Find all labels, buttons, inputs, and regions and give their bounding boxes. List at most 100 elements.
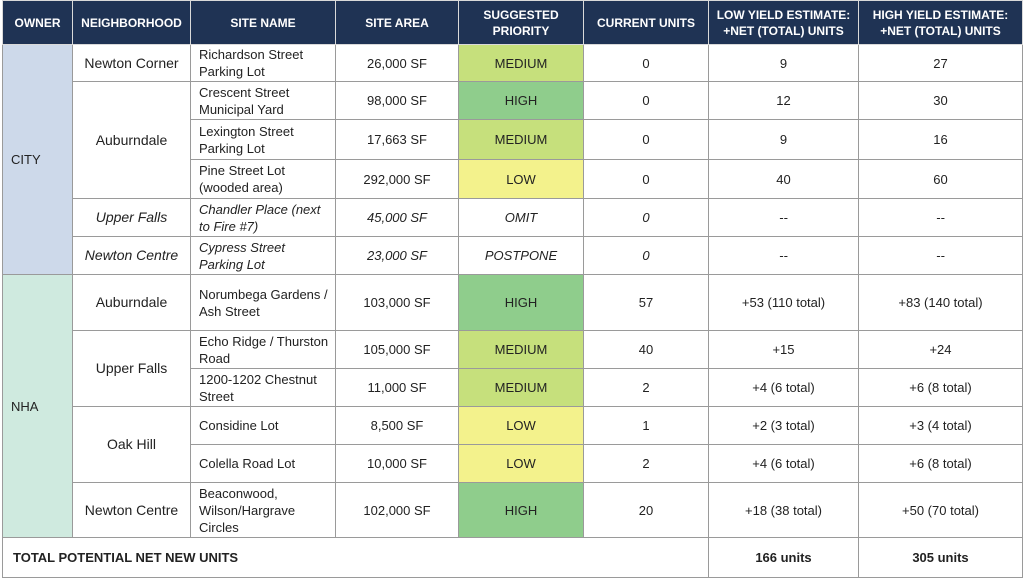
high-yield: +6 (8 total) [858,444,1023,483]
site-name: Echo Ridge / Thurston Road [190,330,336,369]
current-units: 2 [583,368,709,407]
high-yield: +6 (8 total) [858,368,1023,407]
neighborhood-cell: Upper Falls [72,330,191,407]
priority: HIGH [458,482,584,538]
column-header: SUGGESTED PRIORITY [458,0,584,45]
priority: OMIT [458,198,584,237]
site-name: Crescent Street Municipal Yard [190,81,336,120]
current-units: 57 [583,274,709,331]
table-row: Newton Centre Beaconwood, Wilson/Hargrave… [3,482,1023,538]
table-row: Upper Falls Echo Ridge / Thurston Road 105… [3,330,1023,407]
column-header: SITE AREA [335,0,459,45]
low-yield: +18 (38 total) [708,482,859,538]
low-yield: 40 [708,159,859,199]
owner-cell: NHA [2,274,73,538]
column-header: LOW YIELD ESTIMATE: +NET (TOTAL) UNITS [708,0,859,45]
current-units: 0 [583,81,709,120]
site-area: 10,000 SF [335,444,459,483]
low-yield: +4 (6 total) [708,444,859,483]
neighborhood-cell: Oak Hill [72,406,191,483]
current-units: 1 [583,406,709,445]
priority: MEDIUM [458,44,584,82]
high-yield: -- [858,236,1023,275]
site-name: Chandler Place (next to Fire #7) [190,198,336,237]
site-area: 17,663 SF [335,119,459,160]
site-name: Richardson Street Parking Lot [190,44,336,82]
neighborhood-cell: Newton Centre [72,482,191,538]
high-yield: +83 (140 total) [858,274,1023,331]
priority: LOW [458,406,584,445]
column-header: NEIGHBORHOOD [72,0,191,45]
high-yield: -- [858,198,1023,237]
table-row: Colella Road Lot 10,000 SF LOW 2 +4 (6 total… [3,444,1023,483]
site-name: Lexington Street Parking Lot [190,119,336,160]
table-row: CITY Newton Corner Richardson Street Parki… [2,44,1023,275]
site-name: Norumbega Gardens / Ash Street [190,274,336,331]
site-area: 98,000 SF [335,81,459,120]
header-row: OWNER NEIGHBORHOOD SITE NAME SITE AREA SUGGE… [2,0,1023,45]
low-yield: 9 [708,119,859,160]
column-header: CURRENT UNITS [583,0,709,45]
current-units: 0 [583,119,709,160]
high-yield: 27 [858,44,1023,82]
site-area: 105,000 SF [335,330,459,369]
table-row: Lexington Street Parking Lot 17,663 SF MED… [3,119,1023,160]
priority: POSTPONE [458,236,584,275]
current-units: 0 [583,236,709,275]
site-area: 26,000 SF [335,44,459,82]
total-label: TOTAL POTENTIAL NET NEW UNITS [2,537,709,578]
current-units: 0 [583,159,709,199]
neighborhood-cell: Auburndale [72,81,191,199]
high-yield: 16 [858,119,1023,160]
priority: LOW [458,444,584,483]
neighborhood-cell: Auburndale [72,274,191,331]
neighborhood-cell: Upper Falls [72,198,191,237]
current-units: 0 [583,198,709,237]
total-low: 166 units [708,537,859,578]
table-row: NHA Auburndale Norumbega Gardens / Ash Str… [2,274,1023,538]
site-area: 11,000 SF [335,368,459,407]
low-yield: -- [708,236,859,275]
site-name: Cypress Street Parking Lot [190,236,336,275]
current-units: 20 [583,482,709,538]
table-row: Newton Centre Cypress Street Parking Lot 2… [3,236,1023,275]
site-name: 1200-1202 Chestnut Street [190,368,336,407]
low-yield: +15 [708,330,859,369]
high-yield: +50 (70 total) [858,482,1023,538]
site-area: 102,000 SF [335,482,459,538]
low-yield: 12 [708,81,859,120]
total-high: 305 units [858,537,1023,578]
low-yield: 9 [708,44,859,82]
high-yield: +24 [858,330,1023,369]
table-body: CITY Newton Corner Richardson Street Parki… [2,44,1023,578]
priority: HIGH [458,274,584,331]
priority: MEDIUM [458,368,584,407]
priority: MEDIUM [458,330,584,369]
neighborhood-cell: Newton Centre [72,236,191,275]
table-row: Auburndale Crescent Street Municipal Yard… [3,81,1023,199]
total-row: TOTAL POTENTIAL NET NEW UNITS 166 units 30… [2,537,1023,578]
low-yield: +53 (110 total) [708,274,859,331]
owner-cell: CITY [2,44,73,275]
low-yield: +4 (6 total) [708,368,859,407]
site-area: 23,000 SF [335,236,459,275]
column-header: OWNER [2,0,73,45]
site-area: 292,000 SF [335,159,459,199]
column-header: HIGH YIELD ESTIMATE: +NET (TOTAL) UNITS [858,0,1023,45]
low-yield: -- [708,198,859,237]
column-header: SITE NAME [190,0,336,45]
site-name: Pine Street Lot (wooded area) [190,159,336,199]
high-yield: +3 (4 total) [858,406,1023,445]
current-units: 0 [583,44,709,82]
current-units: 2 [583,444,709,483]
low-yield: +2 (3 total) [708,406,859,445]
current-units: 40 [583,330,709,369]
neighborhood-cell: Newton Corner [72,44,191,82]
site-name: Beaconwood, Wilson/Hargrave Circles [190,482,336,538]
priority: LOW [458,159,584,199]
high-yield: 30 [858,81,1023,120]
site-area: 103,000 SF [335,274,459,331]
table-row: Oak Hill Considine Lot 8,500 SF LOW 1 +2 (3 t… [3,406,1023,483]
